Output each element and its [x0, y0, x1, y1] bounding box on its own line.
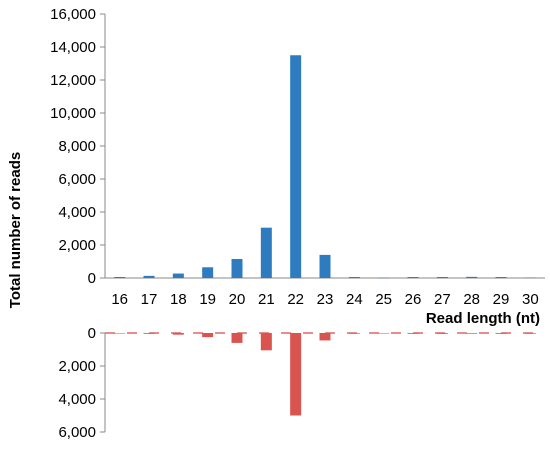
top-bar-27 [436, 277, 448, 278]
top-y-tick-label: 0 [88, 270, 96, 287]
bottom-bar-28 [466, 333, 478, 334]
x-tick-label: 24 [346, 291, 363, 308]
bottom-bar-24 [348, 333, 360, 334]
bottom-bar-23 [319, 333, 331, 341]
top-bar-18 [172, 273, 184, 278]
x-tick-label: 28 [463, 291, 480, 308]
top-bar-19 [202, 267, 214, 278]
bottom-bar-30 [524, 333, 536, 334]
x-tick-label: 30 [522, 291, 539, 308]
bottom-bar-16 [114, 333, 126, 334]
top-bar-23 [319, 254, 331, 278]
top-panel: 0 2,000 4,000 6,000 8,000 10,000 12,000 14,000 1… [50, 6, 545, 287]
bottom-bar-17 [143, 333, 155, 334]
bottom-bar-19 [202, 333, 214, 338]
x-tick-label: 20 [229, 291, 246, 308]
top-y-tick-label: 8,000 [58, 138, 96, 155]
top-bar-29 [495, 277, 507, 278]
bottom-bar-20 [231, 333, 243, 343]
bottom-bar-18 [172, 333, 184, 335]
x-tick-label: 16 [111, 291, 128, 308]
top-bar-25 [378, 277, 390, 279]
top-bar-17 [143, 275, 155, 278]
x-tick-label: 21 [258, 291, 275, 308]
top-y-tick-label: 6,000 [58, 171, 96, 188]
top-y-tick-label: 10,000 [50, 105, 96, 122]
bottom-bar-29 [495, 333, 507, 334]
x-tick-label: 19 [199, 291, 216, 308]
top-y-tick-label: 2,000 [58, 237, 96, 254]
x-tick-label: 17 [141, 291, 158, 308]
top-bar-16 [114, 277, 126, 278]
top-bar-21 [260, 227, 272, 278]
top-bar-26 [407, 277, 419, 278]
top-bar-24 [348, 277, 360, 278]
top-y-tick-label: 16,000 [50, 6, 96, 23]
x-tick-label: 23 [317, 291, 334, 308]
bottom-bar-22 [290, 333, 302, 416]
x-axis-title: Read length (nt) [426, 310, 540, 327]
bottom-bar-25 [378, 333, 390, 334]
top-bar-20 [231, 259, 243, 278]
top-bar-28 [466, 276, 478, 278]
top-y-tick-label: 4,000 [58, 204, 96, 221]
x-tick-label: 18 [170, 291, 187, 308]
bottom-y-tick-label: 2,000 [58, 358, 96, 375]
top-bar-22 [290, 55, 302, 278]
bottom-panel: 0 2,000 4,000 6,000 [58, 325, 545, 441]
top-y-tick-label: 12,000 [50, 72, 96, 89]
top-bar-30 [524, 277, 536, 279]
x-tick-label: 22 [287, 291, 304, 308]
bottom-bar-21 [260, 333, 272, 351]
bottom-y-tick-label: 0 [88, 325, 96, 342]
top-y-tick-label: 14,000 [50, 39, 96, 56]
x-tick-label: 27 [434, 291, 451, 308]
bottom-bar-26 [407, 333, 419, 334]
bottom-y-tick-label: 6,000 [58, 424, 96, 441]
y-axis-title: Total number of reads [7, 152, 24, 308]
bottom-y-tick-label: 4,000 [58, 391, 96, 408]
bottom-bar-27 [436, 333, 448, 334]
x-tick-label: 25 [375, 291, 392, 308]
x-tick-label: 29 [493, 291, 510, 308]
x-tick-label: 26 [405, 291, 422, 308]
